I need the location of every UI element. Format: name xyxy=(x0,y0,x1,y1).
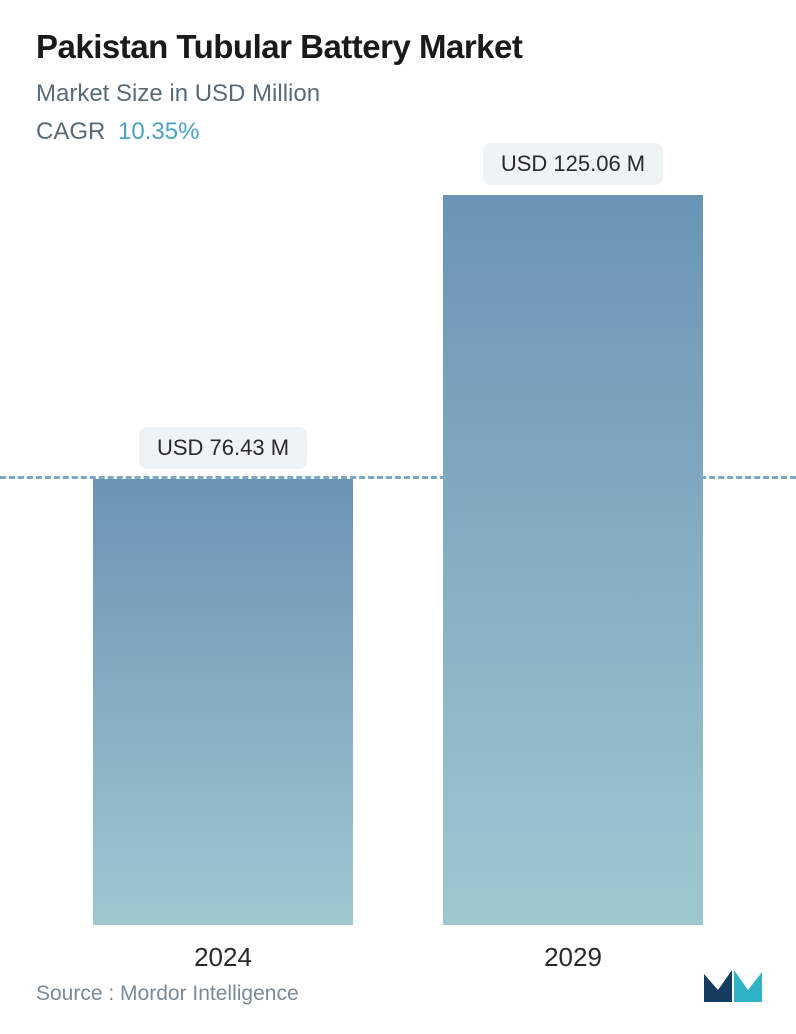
bar-1 xyxy=(443,195,703,925)
bar-group-1: USD 125.06 M 2029 xyxy=(443,195,703,925)
cagr-row: CAGR 10.35% xyxy=(36,118,760,146)
chart-subtitle: Market Size in USD Million xyxy=(36,80,760,108)
value-pill-0: USD 76.43 M xyxy=(139,427,307,469)
logo-m-left xyxy=(704,970,732,1002)
chart-title: Pakistan Tubular Battery Market xyxy=(36,28,760,66)
chart-area: USD 76.43 M 2024 USD 125.06 M 2029 xyxy=(0,195,796,925)
header: Pakistan Tubular Battery Market Market S… xyxy=(0,0,796,146)
bar-group-0: USD 76.43 M 2024 xyxy=(93,479,353,925)
bar-0 xyxy=(93,479,353,925)
cagr-label: CAGR xyxy=(36,118,105,145)
logo-m-right xyxy=(734,970,762,1002)
source-text: Source : Mordor Intelligence xyxy=(36,982,299,1006)
logo-icon xyxy=(702,962,766,1006)
bars-container: USD 76.43 M 2024 USD 125.06 M 2029 xyxy=(0,195,796,925)
value-pill-1: USD 125.06 M xyxy=(483,143,663,185)
footer: Source : Mordor Intelligence xyxy=(36,962,766,1006)
cagr-value: 10.35% xyxy=(118,118,199,145)
